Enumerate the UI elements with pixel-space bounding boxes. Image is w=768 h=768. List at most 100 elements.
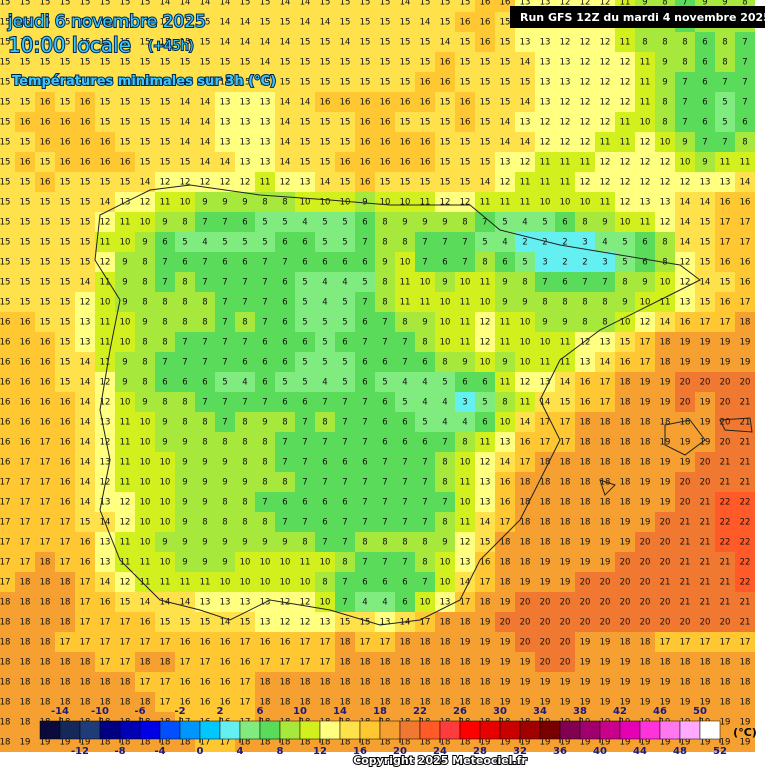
cell [195, 332, 215, 352]
cell [455, 132, 475, 152]
cell-value: 18 [640, 658, 651, 668]
cell [495, 292, 515, 312]
cell [435, 92, 455, 112]
cell-value: 17 [640, 358, 651, 368]
cell-value: 11 [120, 458, 131, 468]
cell-value: 14 [80, 438, 91, 448]
cell [315, 232, 335, 252]
cell-value: 17 [100, 658, 111, 668]
cell [635, 32, 655, 52]
cell-value: 18 [640, 638, 651, 648]
cell [315, 192, 335, 212]
cell-value: 5 [322, 218, 327, 228]
cell [435, 152, 455, 172]
cell-value: 16 [0, 358, 10, 368]
scale-label: 30 [493, 706, 507, 717]
cell [195, 512, 215, 532]
cell-value: 17 [320, 658, 331, 668]
cell-value: 18 [460, 658, 471, 668]
cell-value: 6 [342, 458, 347, 468]
cell-value: 12 [100, 218, 111, 228]
cell [455, 112, 475, 132]
cell-value: 13 [540, 38, 551, 48]
cell [715, 452, 735, 472]
cell [215, 212, 235, 232]
cell [195, 112, 215, 132]
cell [375, 12, 395, 32]
cell [15, 152, 35, 172]
cell-value: 16 [40, 418, 51, 428]
cell [735, 212, 755, 232]
cell [375, 292, 395, 312]
cell [375, 352, 395, 372]
cell [115, 432, 135, 452]
cell-value: 15 [80, 518, 91, 528]
cell [715, 312, 735, 332]
cell-value: 7 [682, 78, 687, 88]
cell [735, 392, 755, 412]
cell-value: 8 [382, 218, 387, 228]
cell [475, 332, 495, 352]
cell-value: 7 [742, 78, 747, 88]
cell-value: 12 [100, 258, 111, 268]
cell-value: 18 [100, 678, 111, 688]
cell [515, 532, 535, 552]
cell-value: 7 [362, 438, 367, 448]
cell-value: 6 [262, 358, 267, 368]
cell-value: 8 [682, 58, 687, 68]
cell [395, 272, 415, 292]
cell [695, 512, 715, 532]
cell [275, 352, 295, 372]
cell-value: 12 [580, 138, 591, 148]
cell [695, 472, 715, 492]
cell-value: 10 [400, 198, 411, 208]
cell-value: 20 [620, 598, 631, 608]
cell [495, 452, 515, 472]
cell [455, 92, 475, 112]
cell-value: 14 [220, 38, 231, 48]
cell [655, 172, 675, 192]
cell [335, 512, 355, 532]
cell [15, 92, 35, 112]
cell-value: 15 [420, 118, 431, 128]
cell-value: 15 [300, 158, 311, 168]
cell-value: 4 [602, 238, 607, 248]
cell [135, 332, 155, 352]
cell [255, 212, 275, 232]
cell [275, 292, 295, 312]
cell [695, 52, 715, 72]
cell-value: 9 [662, 78, 667, 88]
cell [255, 572, 275, 592]
cell [315, 572, 335, 592]
cell [375, 192, 395, 212]
cell [35, 52, 55, 72]
cell-value: 19 [700, 338, 711, 348]
cell [575, 272, 595, 292]
scale-label: 18 [373, 706, 387, 717]
cell-value: 19 [480, 658, 491, 668]
cell-value: 18 [360, 658, 371, 668]
scale-swatch [359, 720, 381, 740]
cell-value: 7 [262, 398, 267, 408]
cell-value: 5 [382, 378, 387, 388]
cell [515, 52, 535, 72]
cell-value: 14 [140, 598, 151, 608]
cell-value: 12 [520, 378, 531, 388]
cell [75, 352, 95, 372]
cell [195, 72, 215, 92]
cell-value: 15 [0, 98, 10, 108]
cell [555, 532, 575, 552]
cell [235, 432, 255, 452]
cell [355, 52, 375, 72]
cell [535, 132, 555, 152]
cell-value: 7 [282, 438, 287, 448]
cell-value: 9 [242, 478, 247, 488]
cell-value: 15 [80, 58, 91, 68]
cell [555, 212, 575, 232]
cell-value: 5 [542, 218, 547, 228]
cell [75, 12, 95, 32]
cell-value: 18 [20, 698, 31, 708]
cell [735, 492, 755, 512]
cell-value: 18 [40, 658, 51, 668]
cell [175, 472, 195, 492]
